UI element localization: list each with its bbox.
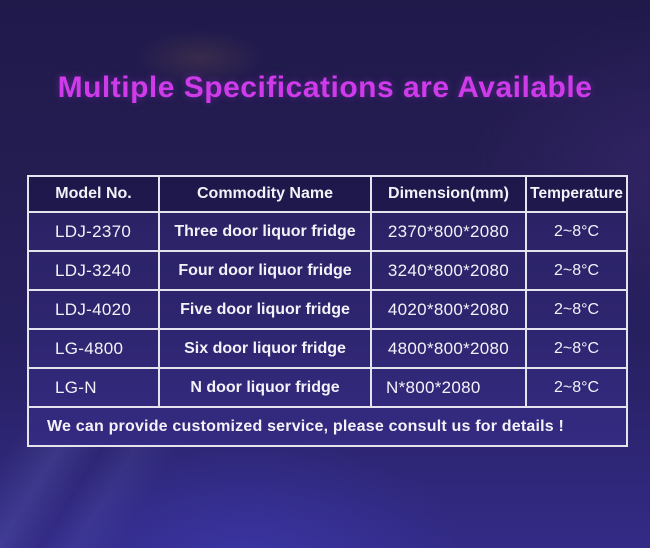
table-header-row: Model No. Commodity Name Dimension(mm) T…	[27, 175, 628, 213]
table-row: LG-4800 Six door liquor fridge 4800*800*…	[27, 328, 628, 369]
cell-commodity-name: Six door liquor fridge	[158, 328, 372, 369]
customization-note: We can provide customized service, pleas…	[27, 406, 628, 447]
cell-model: LG-4800	[27, 328, 160, 369]
cell-temperature: 2~8°C	[525, 211, 628, 252]
page-title: Multiple Specifications are Available	[57, 71, 593, 104]
cell-commodity-name: Three door liquor fridge	[158, 211, 372, 252]
table-row: LDJ-2370 Three door liquor fridge 2370*8…	[27, 211, 628, 252]
cell-model: LDJ-2370	[27, 211, 160, 252]
column-header-dimension: Dimension(mm)	[370, 175, 527, 213]
table-row: LDJ-3240 Four door liquor fridge 3240*80…	[27, 250, 628, 291]
cell-temperature: 2~8°C	[525, 328, 628, 369]
cell-commodity-name: N door liquor fridge	[158, 367, 372, 408]
cell-dimension: 2370*800*2080	[370, 211, 527, 252]
cell-dimension: 4020*800*2080	[370, 289, 527, 330]
cell-model: LDJ-3240	[27, 250, 160, 291]
column-header-model: Model No.	[27, 175, 160, 213]
table-row: LDJ-4020 Five door liquor fridge 4020*80…	[27, 289, 628, 330]
specifications-table: Model No. Commodity Name Dimension(mm) T…	[27, 175, 628, 447]
table-row: LG-N N door liquor fridge N*800*2080 2~8…	[27, 367, 628, 408]
cell-temperature: 2~8°C	[525, 289, 628, 330]
cell-dimension: 3240*800*2080	[370, 250, 527, 291]
cell-temperature: 2~8°C	[525, 250, 628, 291]
cell-commodity-name: Four door liquor fridge	[158, 250, 372, 291]
cell-temperature: 2~8°C	[525, 367, 628, 408]
cell-model: LDJ-4020	[27, 289, 160, 330]
cell-commodity-name: Five door liquor fridge	[158, 289, 372, 330]
cell-model: LG-N	[27, 367, 160, 408]
cell-dimension: N*800*2080	[370, 367, 527, 408]
column-header-commodity-name: Commodity Name	[158, 175, 372, 213]
cell-dimension: 4800*800*2080	[370, 328, 527, 369]
column-header-temperature: Temperature	[525, 175, 628, 213]
note-row: We can provide customized service, pleas…	[27, 406, 628, 447]
